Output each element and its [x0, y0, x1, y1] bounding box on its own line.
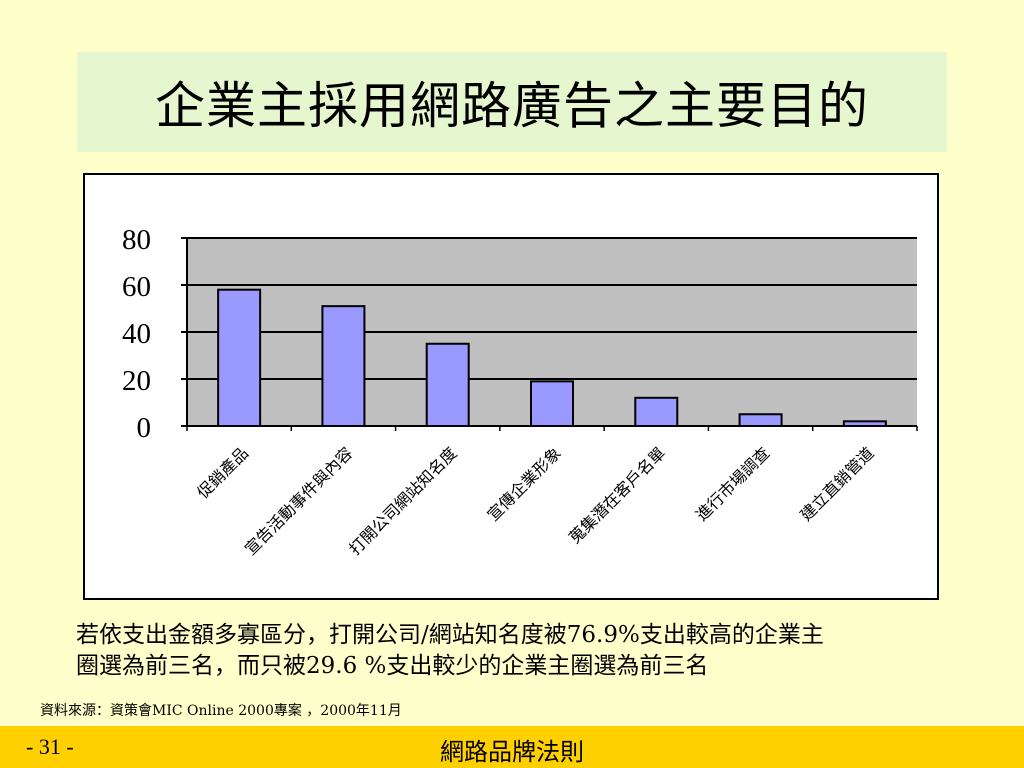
x-tick-label: 宣告活動事件與內容 — [241, 443, 356, 558]
bar — [842, 420, 887, 428]
bar — [217, 288, 262, 427]
page-number: - 31 - — [26, 734, 74, 759]
footer-title: 網路品牌法則 — [440, 738, 584, 766]
title-box: 企業主採用網路廣告之主要目的 — [77, 52, 947, 152]
bar — [738, 413, 783, 427]
x-tick-label: 打開公司網站知名度 — [345, 443, 460, 558]
bar — [425, 342, 470, 427]
y-tick-label: 0 — [137, 412, 152, 444]
x-tick-label: 宣傳企業形象 — [484, 443, 565, 524]
note-line-2: 圈選為前三名，而只被29.6 %支出較少的企業主圈選為前三名 — [76, 653, 709, 679]
note-text: 若依支出金額多寡區分，打開公司/網站知名度被76.9%支出較高的企業主 圈選為前… — [76, 620, 996, 682]
bar — [530, 380, 574, 428]
y-tick-label: 20 — [122, 365, 151, 397]
x-tick-label: 進行市場調查 — [692, 443, 773, 524]
x-tick-label: 促銷產品 — [193, 443, 252, 502]
y-tick-label: 40 — [122, 318, 151, 350]
source-citation: 資料來源：資策會MIC Online 2000專案 ，2000年11月 — [40, 703, 402, 719]
note-line-1: 若依支出金額多寡區分，打開公司/網站知名度被76.9%支出較高的企業主 — [76, 622, 824, 648]
footer-bar: - 31 - 網路品牌法則 — [0, 726, 1024, 768]
bar — [321, 305, 366, 427]
x-tick-label: 建立直銷管道 — [796, 443, 877, 524]
y-tick-label: 80 — [122, 224, 151, 256]
slide-title: 企業主採用網路廣告之主要目的 — [155, 77, 869, 135]
chart-frame: 0 20 40 60 80 促銷產品 宣告活動事件與內容 打開公司網站知名度 宣傳企業形象 蒐集潛… — [83, 173, 939, 600]
bar — [634, 396, 679, 428]
x-tick-label: 蒐集潛在客戶名單 — [565, 443, 669, 547]
y-tick-label: 60 — [122, 271, 151, 303]
